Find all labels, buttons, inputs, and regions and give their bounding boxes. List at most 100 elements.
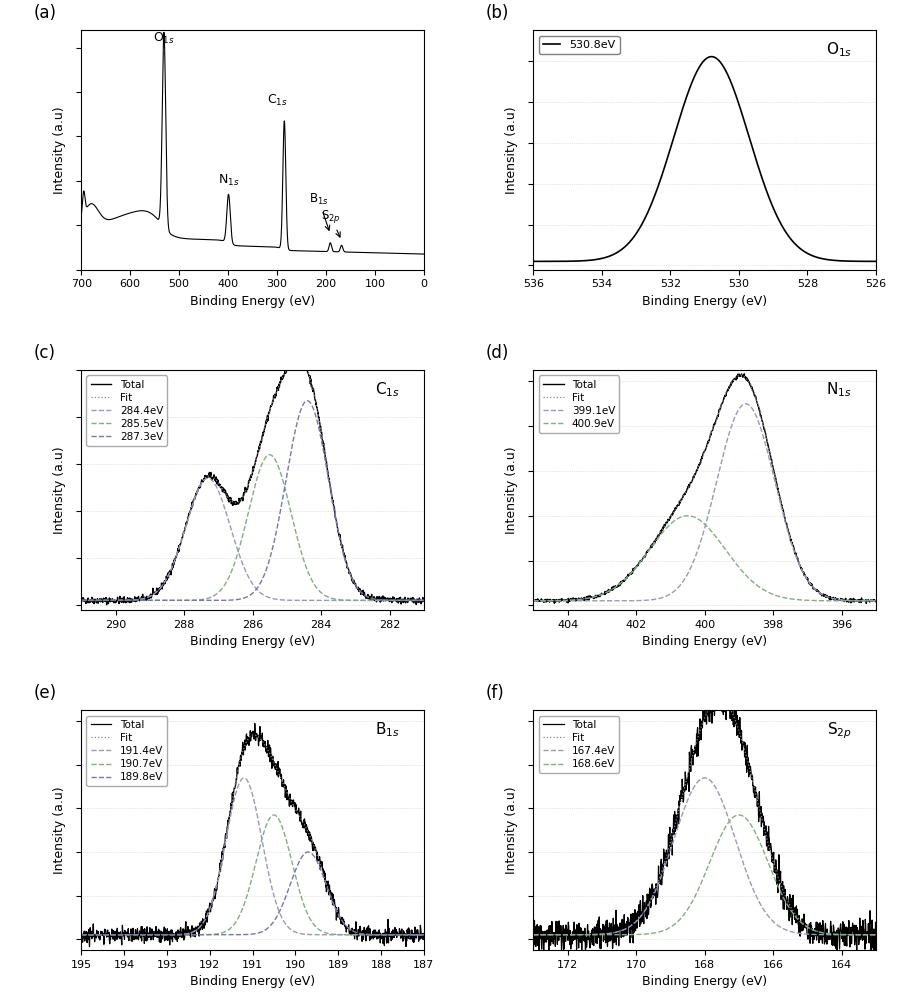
Total: [349, 579, 360, 591]
Fit: [214, 479, 225, 491]
Fit: [666, 831, 676, 843]
Line: Total: Total: [81, 357, 423, 605]
Y-axis label: Intensity (a.u): Intensity (a.u): [504, 106, 518, 194]
189.8eV: [343, 922, 354, 934]
Total: [344, 925, 354, 937]
Total: [111, 596, 122, 608]
399.1eV: [740, 398, 750, 410]
X-axis label: Binding Energy (eV): Binding Energy (eV): [189, 295, 315, 308]
Fit: [226, 496, 237, 508]
Fit: [248, 729, 259, 741]
189.8eV: [311, 855, 322, 867]
Fit: [678, 489, 689, 501]
Total: [292, 351, 303, 363]
190.7eV: [343, 929, 354, 941]
Total: [795, 562, 805, 574]
284.4eV: [202, 472, 213, 484]
Fit: [528, 595, 538, 607]
Text: C$_{1s}$: C$_{1s}$: [266, 93, 287, 108]
399.1eV: [528, 595, 538, 607]
167.4eV: [562, 929, 573, 941]
X-axis label: Binding Energy (eV): Binding Energy (eV): [641, 975, 767, 988]
Text: C$_{1s}$: C$_{1s}$: [374, 380, 400, 399]
168.6eV: [562, 929, 573, 941]
400.9eV: [795, 594, 805, 606]
285.5eV: [263, 449, 274, 461]
191.4eV: [349, 929, 360, 941]
400.9eV: [682, 510, 693, 522]
Text: S$_{2p}$: S$_{2p}$: [320, 208, 340, 237]
191.4eV: [226, 802, 237, 814]
Fit: [76, 929, 87, 941]
Total: [76, 594, 87, 606]
X-axis label: Binding Energy (eV): Binding Energy (eV): [189, 635, 315, 648]
287.3eV: [214, 594, 225, 606]
189.8eV: [349, 926, 360, 938]
189.8eV: [111, 929, 122, 941]
167.4eV: [795, 928, 805, 940]
Text: (e): (e): [33, 684, 57, 702]
Text: B$_{1s}$: B$_{1s}$: [308, 192, 329, 230]
Fit: [214, 864, 225, 876]
Total: [111, 924, 122, 936]
Line: Total: Total: [533, 374, 875, 603]
Total: [579, 951, 590, 963]
Line: Total: Total: [533, 681, 875, 957]
285.5eV: [226, 564, 237, 576]
X-axis label: Binding Energy (eV): Binding Energy (eV): [189, 975, 315, 988]
Total: [562, 592, 573, 604]
189.8eV: [76, 929, 87, 941]
Legend: Total, Fit, 284.4eV, 285.5eV, 287.3eV: Total, Fit, 284.4eV, 285.5eV, 287.3eV: [87, 375, 167, 446]
284.4eV: [215, 489, 226, 501]
Fit: [795, 915, 805, 927]
167.4eV: [763, 911, 774, 923]
Total: [349, 925, 360, 937]
Fit: [795, 561, 805, 573]
400.9eV: [763, 587, 774, 599]
Fit: [226, 794, 237, 806]
167.4eV: [801, 928, 812, 940]
Y-axis label: Intensity (a.u): Intensity (a.u): [53, 106, 66, 194]
191.4eV: [214, 865, 225, 877]
Total: [562, 916, 573, 928]
Total: [311, 402, 322, 414]
400.9eV: [666, 517, 676, 529]
Y-axis label: Intensity (a.u): Intensity (a.u): [504, 786, 518, 874]
Text: (a): (a): [33, 4, 56, 22]
191.4eV: [76, 929, 87, 941]
X-axis label: Binding Energy (eV): Binding Energy (eV): [641, 295, 767, 308]
Text: B$_{1s}$: B$_{1s}$: [374, 720, 400, 739]
167.4eV: [678, 803, 689, 815]
Total: [666, 849, 676, 861]
287.3eV: [349, 578, 360, 590]
Line: 168.6eV: 168.6eV: [533, 815, 875, 935]
Fit: [763, 443, 774, 455]
Total: [528, 594, 538, 606]
284.4eV: [402, 594, 413, 606]
399.1eV: [801, 573, 812, 585]
Y-axis label: Intensity (a.u): Intensity (a.u): [504, 446, 518, 534]
285.5eV: [418, 594, 428, 606]
190.7eV: [111, 929, 122, 941]
190.7eV: [214, 927, 225, 939]
Fit: [418, 929, 428, 941]
168.6eV: [732, 809, 743, 821]
Total: [801, 572, 812, 584]
287.3eV: [76, 594, 87, 606]
Line: 189.8eV: 189.8eV: [81, 852, 423, 935]
Text: (c): (c): [33, 344, 55, 362]
287.3eV: [418, 594, 428, 606]
Total: [226, 787, 237, 799]
Legend: 530.8eV: 530.8eV: [538, 36, 619, 54]
Fit: [343, 922, 354, 934]
Total: [678, 786, 689, 798]
Fit: [292, 353, 303, 365]
Text: (d): (d): [485, 344, 508, 362]
168.6eV: [763, 858, 774, 870]
Fit: [343, 564, 354, 576]
285.5eV: [311, 582, 322, 594]
Total: [101, 599, 112, 611]
Total: [717, 675, 728, 687]
167.4eV: [528, 929, 538, 941]
Fit: [418, 594, 428, 606]
